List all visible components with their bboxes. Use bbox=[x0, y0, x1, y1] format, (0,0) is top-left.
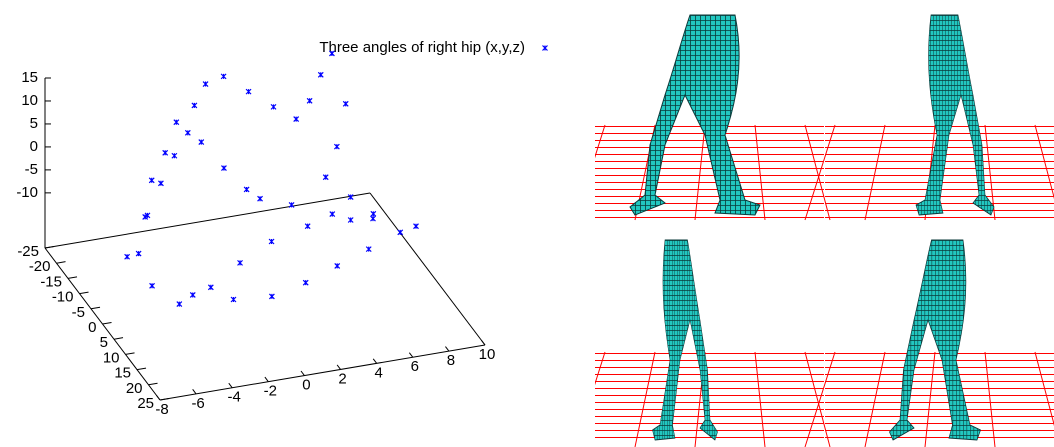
point bbox=[199, 140, 204, 145]
point bbox=[221, 74, 226, 79]
x-tick bbox=[193, 389, 196, 394]
point bbox=[343, 101, 348, 106]
point bbox=[150, 283, 155, 288]
point bbox=[289, 202, 294, 207]
point bbox=[244, 187, 249, 192]
legend-marker bbox=[543, 46, 548, 51]
z-tick-label: 0 bbox=[30, 138, 38, 155]
point bbox=[203, 82, 208, 87]
point bbox=[158, 181, 163, 186]
y-tick bbox=[126, 353, 135, 355]
point bbox=[366, 247, 371, 252]
x-tick-label: -6 bbox=[191, 395, 204, 412]
point bbox=[246, 89, 251, 94]
panel bbox=[595, 240, 830, 447]
x-tick-label: -4 bbox=[228, 389, 241, 406]
x-tick bbox=[265, 377, 268, 382]
point bbox=[318, 72, 323, 77]
chart: Three angles of right hip (x,y,z) -8 -6 -4… bbox=[0, 0, 595, 447]
x-tick bbox=[373, 359, 376, 364]
point bbox=[303, 280, 308, 285]
x-tick bbox=[229, 383, 232, 388]
y-tick bbox=[103, 322, 112, 324]
x-tick-label: 0 bbox=[302, 377, 310, 394]
y-tick-label: -10 bbox=[52, 289, 74, 306]
point bbox=[190, 292, 195, 297]
point bbox=[221, 166, 226, 171]
x-tick-label: 10 bbox=[479, 346, 496, 363]
z-tick-label: 10 bbox=[21, 92, 38, 109]
point bbox=[269, 239, 274, 244]
leg-renderings bbox=[595, 0, 1054, 447]
y-tick bbox=[45, 246, 54, 248]
y-tick bbox=[80, 292, 89, 294]
x-tick-label: -2 bbox=[264, 383, 277, 400]
z-tick-label: 15 bbox=[21, 69, 38, 86]
point bbox=[185, 130, 190, 135]
point bbox=[323, 175, 328, 180]
x-tick bbox=[337, 365, 340, 370]
y-tick-label: -5 bbox=[72, 304, 85, 321]
y-tick bbox=[91, 307, 100, 309]
point bbox=[330, 212, 335, 217]
z-tick-label: -5 bbox=[25, 161, 38, 178]
point bbox=[398, 230, 403, 235]
x-tick bbox=[409, 353, 412, 358]
base-edge bbox=[45, 193, 370, 248]
point bbox=[348, 218, 353, 223]
point bbox=[208, 285, 213, 290]
y-tick-label: 25 bbox=[137, 395, 154, 412]
point bbox=[177, 302, 182, 307]
base-edge bbox=[160, 345, 485, 400]
y-tick bbox=[160, 398, 169, 400]
point bbox=[231, 297, 236, 302]
point bbox=[371, 211, 376, 216]
panel bbox=[805, 15, 1054, 220]
page: Three angles of right hip (x,y,z) -8 -6 -4… bbox=[0, 0, 1054, 447]
point bbox=[172, 153, 177, 158]
point bbox=[149, 178, 154, 183]
x-tick bbox=[157, 395, 160, 400]
z-tick-label: 5 bbox=[30, 115, 38, 132]
x-tick-label: 2 bbox=[338, 370, 346, 387]
panel bbox=[805, 240, 1054, 447]
x-tick-label: 4 bbox=[374, 364, 382, 381]
x-tick-label: 6 bbox=[411, 358, 419, 375]
point bbox=[192, 103, 197, 108]
point bbox=[414, 224, 419, 229]
z-tick-label: -10 bbox=[16, 184, 38, 201]
panel bbox=[595, 15, 830, 220]
point bbox=[294, 117, 299, 122]
point bbox=[334, 144, 339, 149]
point bbox=[307, 98, 312, 103]
y-tick-label: 0 bbox=[88, 319, 96, 336]
y-tick bbox=[149, 383, 158, 385]
y-tick bbox=[137, 368, 146, 370]
x-tick bbox=[445, 347, 448, 352]
y-tick bbox=[114, 338, 123, 340]
point bbox=[305, 224, 310, 229]
point bbox=[174, 120, 179, 125]
point bbox=[238, 260, 243, 265]
point bbox=[271, 104, 276, 109]
point bbox=[258, 196, 263, 201]
point bbox=[335, 263, 340, 268]
x-tick-label: 8 bbox=[447, 352, 455, 369]
x-tick bbox=[482, 340, 485, 345]
legend-label: Three angles of right hip (x,y,z) bbox=[319, 39, 525, 56]
point bbox=[370, 216, 375, 221]
point bbox=[125, 254, 130, 259]
point bbox=[163, 150, 168, 155]
point bbox=[136, 251, 141, 256]
y-tick bbox=[57, 262, 66, 264]
x-tick-label: -8 bbox=[155, 401, 168, 418]
base-edge bbox=[370, 193, 485, 345]
point bbox=[269, 294, 274, 299]
x-tick bbox=[301, 371, 304, 376]
y-tick bbox=[68, 277, 77, 279]
